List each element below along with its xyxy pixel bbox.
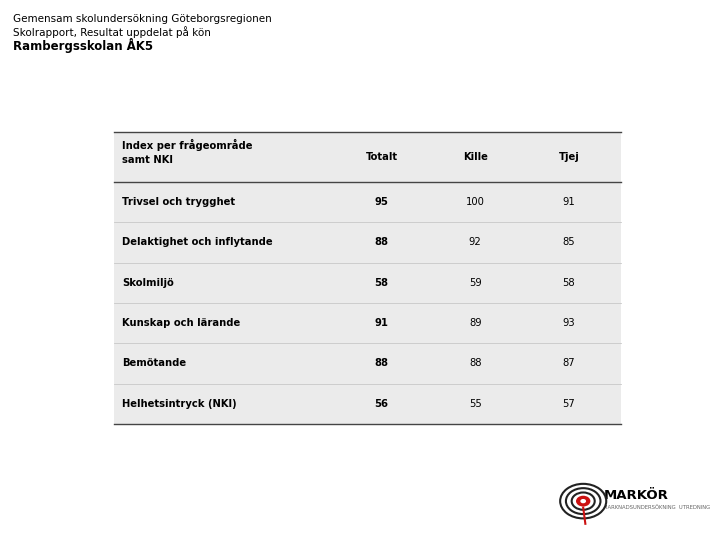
Text: Tjej: Tjej	[559, 152, 579, 162]
Text: MARKNADSUNDERSÖKNING  UTREDNING: MARKNADSUNDERSÖKNING UTREDNING	[603, 505, 711, 510]
Text: Delaktighet och inflytande: Delaktighet och inflytande	[122, 238, 273, 247]
Text: 88: 88	[374, 238, 389, 247]
Text: Gemensam skolundersökning Göteborgsregionen: Gemensam skolundersökning Göteborgsregio…	[13, 14, 271, 24]
Text: 87: 87	[562, 359, 575, 368]
Text: Kunskap och lärande: Kunskap och lärande	[122, 318, 240, 328]
Text: 88: 88	[374, 359, 389, 368]
Text: 89: 89	[469, 318, 482, 328]
Text: Trivsel och trygghet: Trivsel och trygghet	[122, 197, 235, 207]
Text: Index per frågeområde
samt NKI: Index per frågeområde samt NKI	[122, 139, 253, 165]
Text: 100: 100	[466, 197, 485, 207]
Text: 92: 92	[469, 238, 482, 247]
Text: 95: 95	[374, 197, 389, 207]
Text: 57: 57	[562, 399, 575, 409]
Text: Skolmiljö: Skolmiljö	[122, 278, 174, 288]
Text: Bemötande: Bemötande	[122, 359, 186, 368]
Text: 91: 91	[374, 318, 389, 328]
Text: 59: 59	[469, 278, 482, 288]
Text: MARKÖR: MARKÖR	[603, 489, 668, 502]
Text: Totalt: Totalt	[366, 152, 397, 162]
Text: 88: 88	[469, 359, 482, 368]
Text: 58: 58	[374, 278, 389, 288]
Text: 58: 58	[562, 278, 575, 288]
Text: Rambergsskolan ÅK5: Rambergsskolan ÅK5	[13, 38, 153, 53]
Text: Skolrapport, Resultat uppdelat på kön: Skolrapport, Resultat uppdelat på kön	[13, 26, 211, 38]
Text: Kille: Kille	[463, 152, 487, 162]
Text: 93: 93	[562, 318, 575, 328]
Text: 85: 85	[562, 238, 575, 247]
Text: Helhetsintryck (NKI): Helhetsintryck (NKI)	[122, 399, 237, 409]
Text: 91: 91	[562, 197, 575, 207]
Text: 55: 55	[469, 399, 482, 409]
Text: 56: 56	[374, 399, 389, 409]
